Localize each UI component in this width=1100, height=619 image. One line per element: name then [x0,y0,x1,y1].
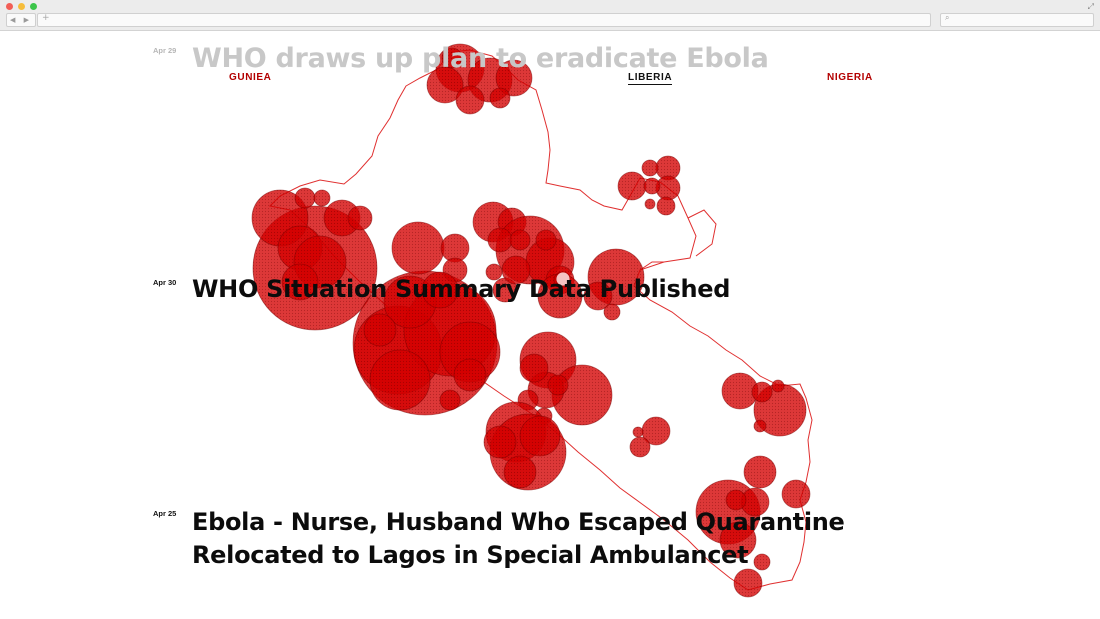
outbreak-bubble-texture [520,354,548,382]
outbreak-bubble-texture [314,190,330,206]
outbreak-bubble-texture [295,188,315,208]
outbreak-bubble-texture [645,199,655,209]
outbreak-bubble-texture [440,390,460,410]
outbreak-bubble-texture [370,350,430,410]
outbreak-bubble-texture [630,437,650,457]
outbreak-bubble-texture [754,554,770,570]
outbreak-bubble-texture [454,359,486,391]
outbreak-bubble-texture [657,197,675,215]
outbreak-bubble-texture [656,176,680,200]
outbreak-bubble-texture [656,156,680,180]
browser-search-field[interactable]: ⌕ [940,13,1094,27]
expand-icon[interactable]: ⤢ [1087,2,1094,11]
story-date: Apr 29 [153,46,177,55]
outbreak-bubble-texture [456,86,484,114]
outbreak-bubble-texture [510,230,530,250]
browser-chrome: ◀ ▶ + ⌕ ⤢ [0,0,1100,31]
outbreak-bubble-texture [488,228,512,252]
story-headline[interactable]: Ebola - Nurse, Husband Who Escaped Quara… [192,508,845,569]
outbreak-bubble-texture [644,178,660,194]
address-bar[interactable]: + [37,13,931,27]
outbreak-map [251,43,813,598]
search-icon: ⌕ [945,13,950,22]
outbreak-bubble-texture [493,278,517,302]
outbreak-bubble-texture [642,160,658,176]
outbreak-bubble-texture [348,206,372,230]
outbreak-bubble-texture [754,420,766,432]
outbreak-bubble-texture [490,88,510,108]
outbreak-bubble-texture [741,488,769,516]
outbreak-bubble-texture [486,264,502,280]
outbreak-bubble-texture [782,480,810,508]
outbreak-bubble-texture [427,67,463,103]
outbreak-bubble-texture [734,569,762,597]
outbreak-bubble-texture [422,272,458,308]
highlight-bubble[interactable] [555,271,571,287]
outbreak-bubble-texture [502,256,530,284]
outbreak-bubble-texture [720,522,756,558]
outbreak-bubble-texture [633,427,643,437]
outbreak-bubble-texture [496,60,532,96]
outbreak-bubble-texture [364,314,396,346]
outbreak-bubble-texture [642,417,670,445]
outbreak-bubble-texture [442,48,462,68]
outbreak-bubble-texture [618,172,646,200]
outbreak-bubble-texture [520,416,560,456]
new-tab-icon[interactable]: + [42,13,50,23]
story-headline[interactable]: WHO Situation Summary Data Published [192,275,731,303]
close-window-button[interactable] [6,3,13,10]
story-date: Apr 30 [153,278,177,287]
outbreak-bubble-texture [484,426,516,458]
outbreak-bubble-texture [440,322,500,382]
tab-liberia[interactable]: LIBERIA [628,72,673,85]
outbreak-bubble-texture [584,282,612,310]
tab-guniea[interactable]: GUNIEA [229,72,272,83]
outbreak-bubble-texture [752,382,772,402]
story-headline[interactable]: WHO draws up plan to eradicate Ebola [192,43,769,74]
outbreak-bubble-texture [441,234,469,262]
outbreak-bubbles [251,43,811,598]
tab-nigeria[interactable]: NIGERIA [827,72,873,83]
outbreak-bubble-texture [772,380,784,392]
outbreak-bubble-texture [722,373,758,409]
outbreak-bubble-texture [282,264,318,300]
outbreak-bubble-texture [548,375,568,395]
outbreak-bubble-texture [536,230,556,250]
outbreak-bubble-texture [726,490,746,510]
maximize-window-button[interactable] [30,3,37,10]
outbreak-bubble-texture [324,200,360,236]
outbreak-bubble-texture [604,304,620,320]
back-forward-buttons[interactable]: ◀ ▶ [6,13,36,27]
story-date: Apr 25 [153,509,177,518]
outbreak-bubble-texture [504,456,536,488]
outbreak-bubble-texture [744,456,776,488]
outbreak-bubble-texture [392,222,444,274]
outbreak-bubble-texture [538,274,582,318]
minimize-window-button[interactable] [18,3,25,10]
